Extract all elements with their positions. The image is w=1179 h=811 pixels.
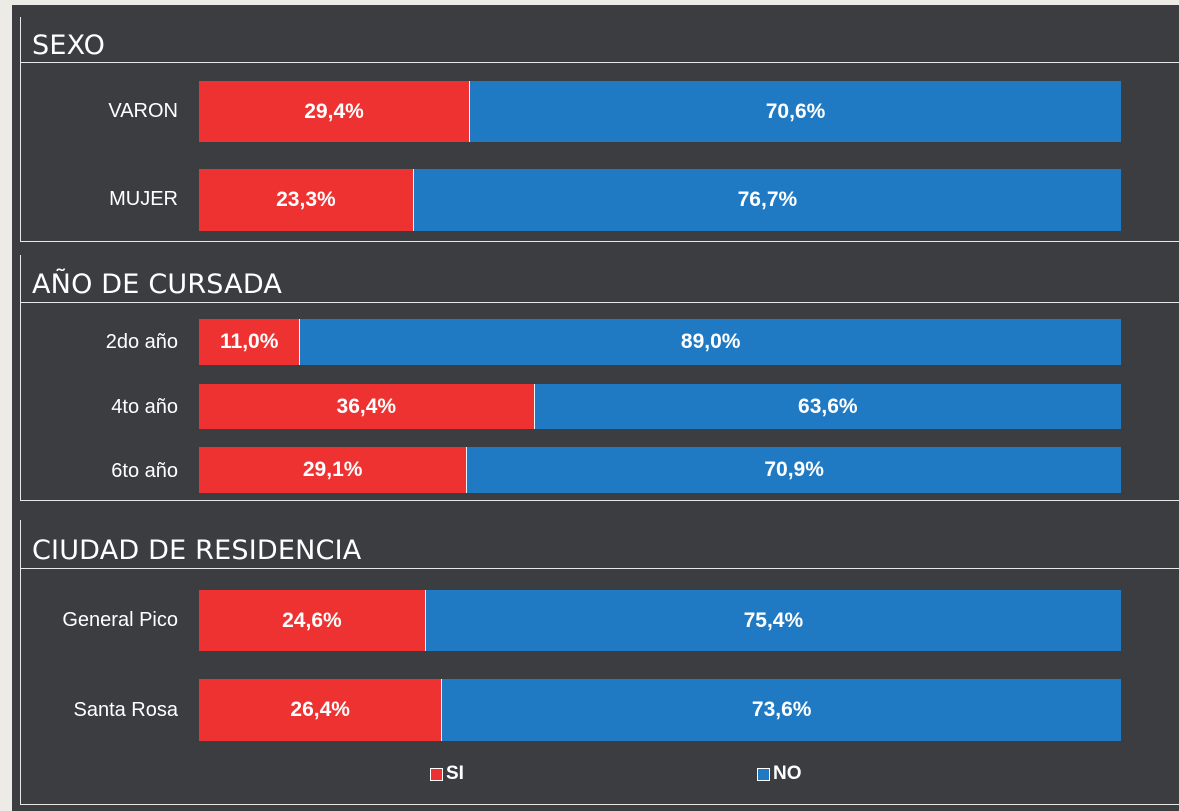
legend-item-no: NO	[757, 763, 802, 785]
section-title-ciudad-de-residencia: CIUDAD DE RESIDENCIA	[32, 535, 362, 566]
bar-segment-no: 63,6%	[534, 384, 1121, 429]
row-label: VARON	[108, 100, 178, 122]
data-label-no: 70,6%	[765, 99, 826, 123]
data-label-si: 29,4%	[304, 99, 364, 123]
row-label: 2do año	[105, 331, 178, 353]
bar-segment-no: 70,6%	[470, 81, 1121, 142]
stacked-bar: 29,1% 70,9%	[199, 447, 1121, 493]
section-divider	[20, 302, 1179, 303]
bar-segment-si: 29,4%	[199, 81, 471, 142]
stacked-bar: 11,0% 89,0%	[199, 319, 1121, 365]
legend-swatch-no	[757, 767, 770, 781]
section-divider	[20, 255, 21, 500]
data-label-si: 29,1%	[302, 458, 363, 481]
data-label-si: 24,6%	[282, 608, 342, 632]
bar-segment-si: 24,6%	[199, 590, 426, 651]
section-divider	[20, 804, 1179, 805]
bar-segment-si: 23,3%	[199, 169, 414, 231]
section-divider	[20, 62, 1179, 63]
section-divider	[20, 568, 1179, 569]
data-label-no: 73,6%	[751, 698, 812, 721]
stacked-bar: 23,3% 76,7%	[199, 169, 1121, 231]
data-label-si: 23,3%	[276, 188, 336, 211]
data-label-no: 75,4%	[743, 608, 804, 632]
data-label-no: 89,0%	[680, 330, 741, 353]
legend-swatch-si	[430, 767, 443, 781]
chart-panel: SEXO VARON 29,4% 70,6% MUJER 23,3% 76,7%…	[12, 5, 1179, 811]
section-divider	[20, 17, 21, 241]
section-title-ano-de-cursada: AÑO DE CURSADA	[32, 269, 283, 300]
legend-label-no: NO	[773, 763, 802, 784]
data-label-si: 11,0%	[220, 330, 279, 353]
section-divider	[20, 500, 1179, 501]
stacked-bar: 26,4% 73,6%	[199, 679, 1121, 741]
data-label-si: 36,4%	[336, 394, 397, 418]
section-divider	[20, 241, 1179, 242]
bar-segment-si: 29,1%	[199, 447, 468, 493]
legend-label-si: SI	[446, 763, 464, 784]
bar-segment-no: 89,0%	[300, 319, 1121, 365]
bar-segment-si: 26,4%	[199, 679, 443, 741]
stacked-bar: 29,4% 70,6%	[199, 81, 1121, 142]
bar-segment-si: 11,0%	[199, 319, 301, 365]
row-label: 4to año	[111, 396, 178, 418]
bar-segment-no: 73,6%	[442, 679, 1121, 741]
data-label-si: 26,4%	[290, 698, 350, 721]
section-divider	[20, 520, 21, 804]
bar-segment-no: 70,9%	[467, 447, 1121, 493]
bar-segment-si: 36,4%	[199, 384, 535, 429]
data-label-no: 70,9%	[764, 458, 824, 481]
data-label-no: 63,6%	[798, 394, 858, 418]
section-title-sexo: SEXO	[32, 30, 106, 61]
data-label-no: 76,7%	[737, 188, 798, 211]
bar-segment-no: 75,4%	[425, 590, 1121, 651]
row-label: MUJER	[109, 188, 178, 210]
row-label: Santa Rosa	[73, 699, 178, 721]
row-label: 6to año	[111, 460, 178, 482]
stacked-bar: 36,4% 63,6%	[199, 384, 1121, 429]
bar-segment-no: 76,7%	[413, 169, 1121, 231]
legend: SI NO	[12, 763, 1179, 789]
row-label: General Pico	[62, 609, 178, 631]
legend-item-si: SI	[430, 763, 464, 785]
stacked-bar: 24,6% 75,4%	[199, 590, 1121, 651]
